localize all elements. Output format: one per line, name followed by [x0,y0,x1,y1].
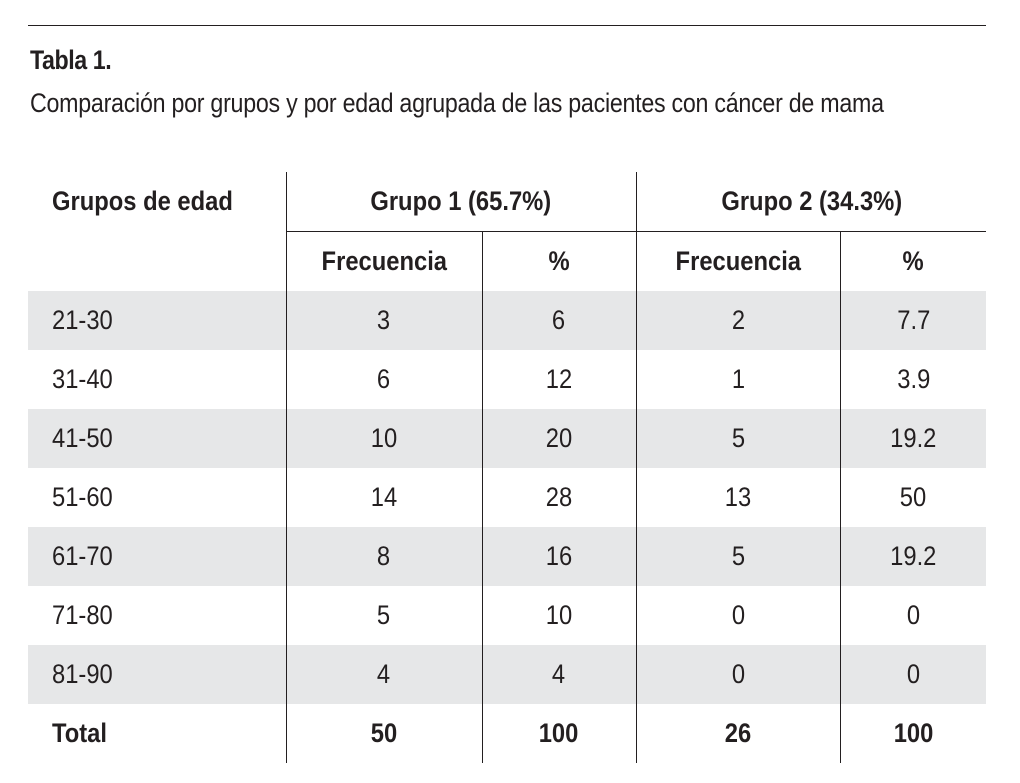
g1-freq-cell: 14 [285,468,482,527]
age-cell: 31-40 [52,364,113,394]
table-row: 51-60 14 28 13 50 [28,468,987,527]
age-header: Grupos de edad [52,186,233,217]
g1-pct-cell: 28 [481,468,637,527]
total-g2-pct: 100 [839,704,987,763]
g1-pct-cell: 6 [481,291,637,350]
table-row: 61-70 8 16 5 19.2 [28,527,987,586]
g1-pct-cell: 20 [481,409,637,468]
g2-pct-cell: 7.7 [839,291,987,350]
group2-header: Grupo 2 (34.3%) [635,172,987,232]
age-cell: 81-90 [28,645,286,704]
g2-freq-cell: 5 [635,409,841,468]
g1-pct-cell: 16 [481,527,637,586]
g2-freq-cell: 0 [635,645,841,704]
g1-freq-cell: 4 [285,645,482,704]
g2-pct-cell: 50 [839,468,987,527]
g2-freq-cell: 2 [635,291,841,350]
age-cell: 71-80 [52,600,113,630]
g1-pct-cell: 4 [481,645,637,704]
g2-pct-cell: 3.9 [839,350,987,409]
g1-freq-cell: 6 [285,350,482,409]
g2-pct-cell: 0 [839,645,987,704]
total-g1-pct: 100 [481,704,637,763]
empty-header-cell [28,232,286,292]
g2-freq-cell: 0 [635,586,841,645]
g1-freq-header: Frecuencia [285,231,482,291]
g1-freq-cell: 10 [285,409,482,468]
data-table: Grupos de edad Grupo 1 (65.7%) Grupo 2 (… [28,172,987,763]
g1-freq-cell: 3 [285,291,482,350]
g2-pct-cell: 19.2 [839,527,987,586]
age-cell: 21-30 [28,291,286,350]
total-g2-freq: 26 [635,704,841,763]
g2-freq-header: Frecuencia [635,231,841,291]
total-label: Total [52,718,107,748]
table-row: 21-30 3 6 2 7.7 [28,291,987,350]
age-cell: 51-60 [52,482,113,512]
g1-pct-header: % [481,231,637,291]
age-cell: 41-50 [28,409,286,468]
g1-pct-cell: 10 [481,586,637,645]
table-row: 81-90 4 4 0 0 [28,645,987,704]
age-cell: 61-70 [28,527,286,586]
table-row: 71-80 5 10 0 0 [28,586,987,645]
table-row: 41-50 10 20 5 19.2 [28,409,987,468]
g2-freq-cell: 13 [635,468,841,527]
g1-freq-cell: 5 [285,586,482,645]
table-title: Tabla 1. [30,45,112,75]
table-row: 31-40 6 12 1 3.9 [28,350,987,409]
g2-pct-header: % [839,231,987,291]
g1-pct-cell: 12 [481,350,637,409]
g2-pct-cell: 0 [839,586,987,645]
header-row-groups: Grupos de edad Grupo 1 (65.7%) Grupo 2 (… [28,172,987,232]
group1-header: Grupo 1 (65.7%) [285,172,637,232]
total-row: Total 50 100 26 100 [28,704,987,763]
g1-freq-cell: 8 [285,527,482,586]
top-rule [28,25,986,26]
header-row-sub: Frecuencia % Frecuencia % [28,231,987,292]
g2-freq-cell: 1 [635,350,841,409]
g2-freq-cell: 5 [635,527,841,586]
table-caption: Comparación por grupos y por edad agrupa… [30,88,884,118]
total-g1-freq: 50 [285,704,482,763]
g2-pct-cell: 19.2 [839,409,987,468]
